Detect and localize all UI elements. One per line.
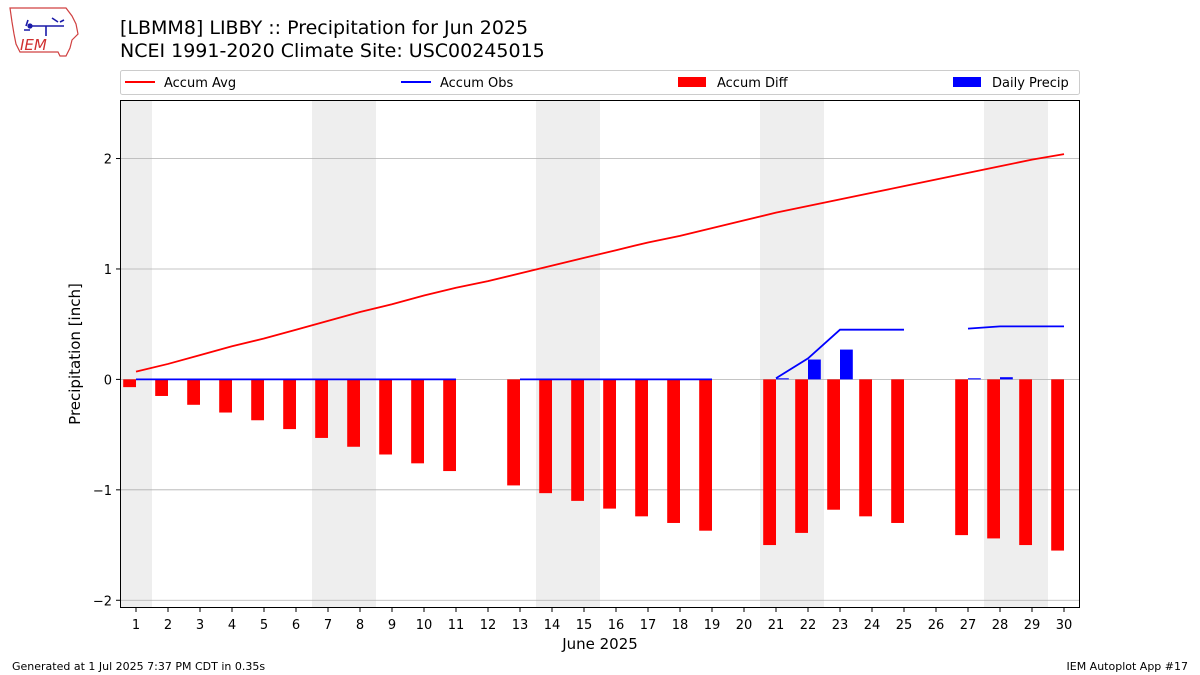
x-axis-label: June 2025: [561, 635, 638, 653]
accum-diff-bar: [507, 379, 520, 486]
accum-diff-bar: [987, 379, 1000, 539]
x-tick-label: 15: [576, 618, 593, 633]
weather-station-icon: [24, 17, 65, 36]
legend-label: Accum Diff: [717, 76, 789, 91]
x-tick-label: 17: [640, 618, 657, 633]
x-tick-label: 5: [260, 618, 268, 633]
daily-precip-bar: [776, 378, 789, 380]
generated-footer: Generated at 1 Jul 2025 7:37 PM CDT in 0…: [12, 660, 266, 673]
accum-diff-bar: [635, 379, 648, 517]
iem-iowa-logo: IEM: [9, 7, 79, 57]
x-tick-label: 23: [832, 618, 849, 633]
y-tick-label: 1: [104, 263, 112, 278]
x-tick-label: 12: [480, 618, 497, 633]
legend-label: Accum Avg: [164, 76, 236, 91]
x-tick-label: 20: [736, 618, 753, 633]
x-tick-label: 14: [544, 618, 561, 633]
x-tick-label: 1: [132, 618, 140, 633]
accum-diff-bar: [347, 379, 360, 447]
y-tick-label: 0: [104, 373, 112, 388]
weekend-shade: [536, 100, 600, 608]
x-tick-label: 22: [800, 618, 817, 633]
daily-precip-bar: [808, 359, 821, 380]
accum-diff-bar: [443, 379, 456, 472]
x-tick-label: 3: [196, 618, 204, 633]
plot-frame: [120, 100, 1080, 608]
accum-diff-bar: [379, 379, 392, 455]
accum-diff-bar: [283, 379, 296, 430]
accum-obs-line: [967, 325, 1064, 330]
x-tick-label: 6: [292, 618, 300, 633]
x-tick-label: 28: [992, 618, 1009, 633]
weekend-shade: [312, 100, 376, 608]
accum-diff-bar: [955, 379, 968, 536]
weekend-shading-layer: [120, 100, 1048, 608]
legend-box: [120, 70, 1080, 95]
y-axis-label: Precipitation [inch]: [66, 283, 84, 425]
accum-diff-bar: [123, 379, 136, 388]
x-tick-label: 2: [164, 618, 172, 633]
chart-subtitle: NCEI 1991-2020 Climate Site: USC00245015: [120, 40, 545, 62]
x-tick-label: 19: [704, 618, 721, 633]
accum-diff-bar: [1019, 379, 1032, 546]
station-dot-icon: [27, 23, 33, 29]
legend-swatch: [953, 77, 981, 87]
accum-diff-bar: [699, 379, 712, 531]
x-tick-label: 8: [356, 618, 364, 633]
x-tick-label: 4: [228, 618, 236, 633]
accum-diff-bar: [827, 379, 840, 510]
logo-text: IEM: [20, 36, 47, 54]
accum-diff-bar: [155, 379, 168, 396]
iowa-outline-shape: [9, 7, 79, 57]
accum-diff-bar: [795, 379, 808, 533]
accum-obs-line: [775, 328, 904, 380]
daily-precip-bar: [1000, 377, 1013, 380]
accum-avg-line: [135, 153, 1065, 373]
daily-precip-bar: [968, 378, 981, 380]
accum-diff-bar: [571, 379, 584, 501]
legend-swatch: [678, 77, 706, 87]
x-tick-label: 25: [896, 618, 913, 633]
x-tick-label: 11: [448, 618, 465, 633]
app-footer: IEM Autoplot App #17: [1066, 660, 1189, 673]
accum-diff-bar: [411, 379, 424, 464]
y-tick-label: −2: [93, 594, 112, 609]
accum-diff-bar: [187, 379, 200, 405]
accum-diff-bar: [891, 379, 904, 523]
accum-diff-bar: [251, 379, 264, 421]
x-tick-label: 26: [928, 618, 945, 633]
x-tick-label: 27: [960, 618, 977, 633]
daily-precip-bar: [840, 349, 853, 380]
accum-diff-bar: [315, 379, 328, 438]
accum-diff-bar: [1051, 379, 1064, 551]
x-tick-label: 24: [864, 618, 881, 633]
x-tick-label: 7: [324, 618, 332, 633]
x-tick-label: 9: [388, 618, 396, 633]
x-tick-label: 13: [512, 618, 529, 633]
legend: Accum Avg Accum Obs Accum Diff Daily Precip: [120, 70, 1080, 95]
legend-label: Daily Precip: [992, 76, 1069, 91]
bars-layer: [123, 349, 1064, 551]
accum-diff-bar: [859, 379, 872, 517]
chart-title: [LBMM8] LIBBY :: Precipitation for Jun 2…: [120, 17, 529, 39]
y-tick-label: −1: [93, 484, 112, 499]
x-tick-label: 16: [608, 618, 625, 633]
x-tick-label: 30: [1056, 618, 1073, 633]
y-tick-label: 2: [104, 153, 112, 168]
accum-diff-bar: [603, 379, 616, 509]
legend-label: Accum Obs: [440, 76, 513, 91]
x-tick-label: 21: [768, 618, 785, 633]
lines-layer: [135, 153, 1065, 381]
x-tick-label: 29: [1024, 618, 1041, 633]
weekend-shade: [120, 100, 152, 608]
accum-diff-bar: [219, 379, 232, 413]
accum-diff-bar: [667, 379, 680, 523]
accum-diff-bar: [539, 379, 552, 494]
x-tick-label: 18: [672, 618, 689, 633]
accum-diff-bar: [763, 379, 776, 546]
x-tick-label: 10: [416, 618, 433, 633]
